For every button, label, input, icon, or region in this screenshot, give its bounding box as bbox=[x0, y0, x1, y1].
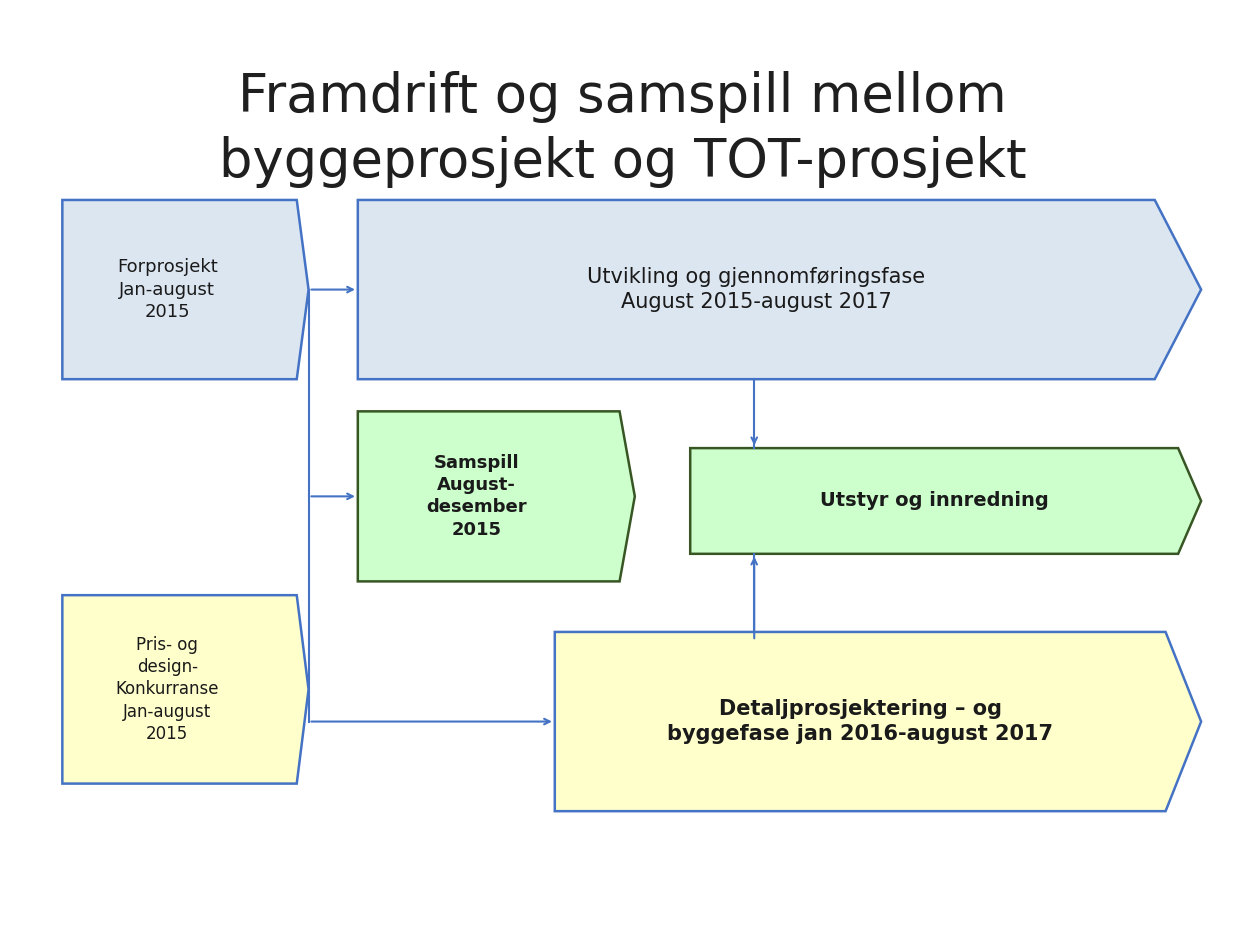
Text: Utstyr og innredning: Utstyr og innredning bbox=[819, 492, 1048, 510]
Polygon shape bbox=[62, 200, 309, 379]
Text: Forprosjekt
Jan-august
2015: Forprosjekt Jan-august 2015 bbox=[117, 258, 218, 321]
Text: Detaljprosjektering – og
byggefase jan 2016-august 2017: Detaljprosjektering – og byggefase jan 2… bbox=[667, 699, 1053, 744]
Text: Utvikling og gjennomføringsfase
August 2015-august 2017: Utvikling og gjennomføringsfase August 2… bbox=[588, 267, 925, 312]
Polygon shape bbox=[357, 411, 635, 581]
Text: Samspill
August-
desember
2015: Samspill August- desember 2015 bbox=[426, 454, 527, 538]
Polygon shape bbox=[555, 632, 1201, 811]
Polygon shape bbox=[690, 448, 1201, 554]
Polygon shape bbox=[357, 200, 1201, 379]
Text: Framdrift og samspill mellom
byggeprosjekt og TOT-prosjekt: Framdrift og samspill mellom byggeprosje… bbox=[219, 71, 1026, 188]
Polygon shape bbox=[62, 595, 309, 784]
Text: Pris- og
design-
Konkurranse
Jan-august
2015: Pris- og design- Konkurranse Jan-august … bbox=[116, 636, 219, 743]
